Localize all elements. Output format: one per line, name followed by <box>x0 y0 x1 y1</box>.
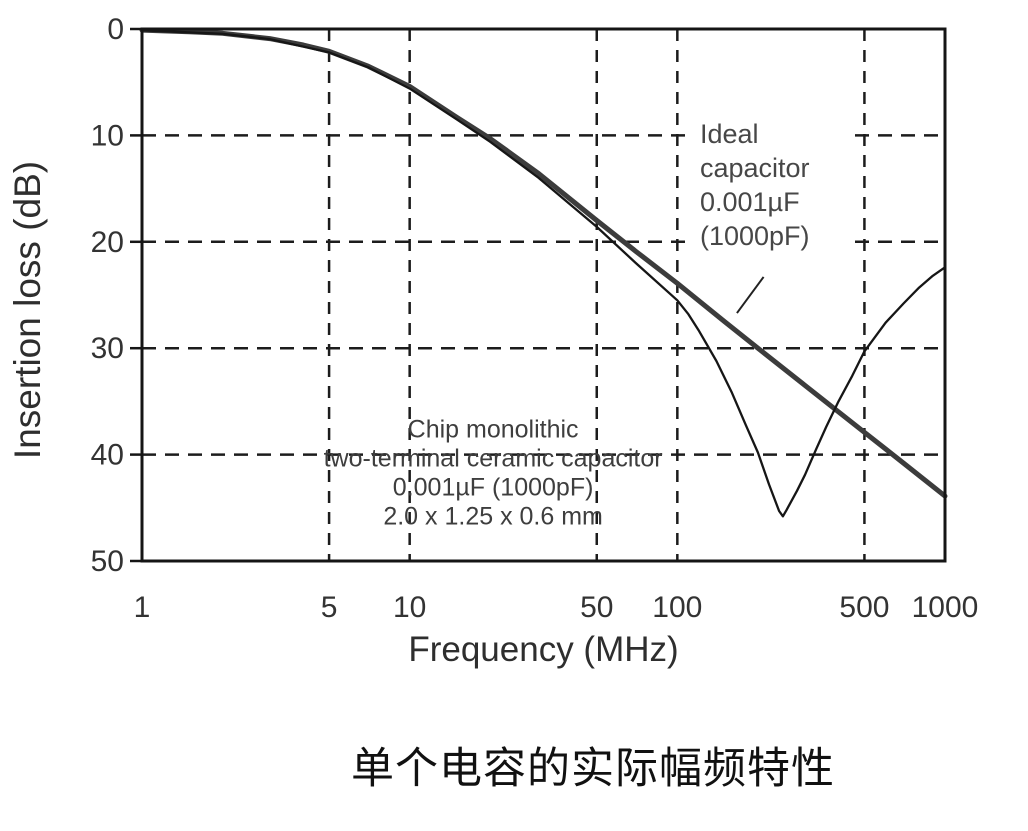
x-tick-label-100: 100 <box>652 591 702 624</box>
x-tick-label-1000: 1000 <box>912 591 979 624</box>
y-tick-label-10: 10 <box>91 119 124 152</box>
chip-capacitor-label: Chip monolithic two-terminal ceramic capa… <box>324 416 663 531</box>
y-tick-label-40: 40 <box>91 439 124 472</box>
y-tick-label-30: 30 <box>91 332 124 365</box>
figure-caption: 单个电容的实际幅频特性 <box>351 746 835 793</box>
y-tick-label-20: 20 <box>91 226 124 259</box>
ideal-capacitor-label-leader-line <box>736 276 765 314</box>
plot-frame <box>140 27 947 563</box>
insertion-loss-chart: Ideal capacitor 0.001µF (1000pF) Chip monoli… <box>7 13 979 669</box>
y-tick-label-0: 0 <box>107 13 124 46</box>
x-tick-label-5: 5 <box>321 591 338 624</box>
x-tick-label-50: 50 <box>580 591 613 624</box>
x-tick-label-1: 1 <box>134 591 151 624</box>
y-axis-label: Insertion loss (dB) <box>7 161 48 459</box>
x-tick-label-10: 10 <box>393 591 426 624</box>
x-axis-label: Frequency (MHz) <box>408 630 678 669</box>
series-chip-capacitor <box>140 29 947 518</box>
x-tick-label-500: 500 <box>839 591 889 624</box>
ideal-capacitor-label: Ideal capacitor 0.001µF (1000pF) <box>700 119 810 251</box>
y-tick-label-50: 50 <box>91 545 124 578</box>
ideal-capacitor-label-background <box>692 114 853 267</box>
